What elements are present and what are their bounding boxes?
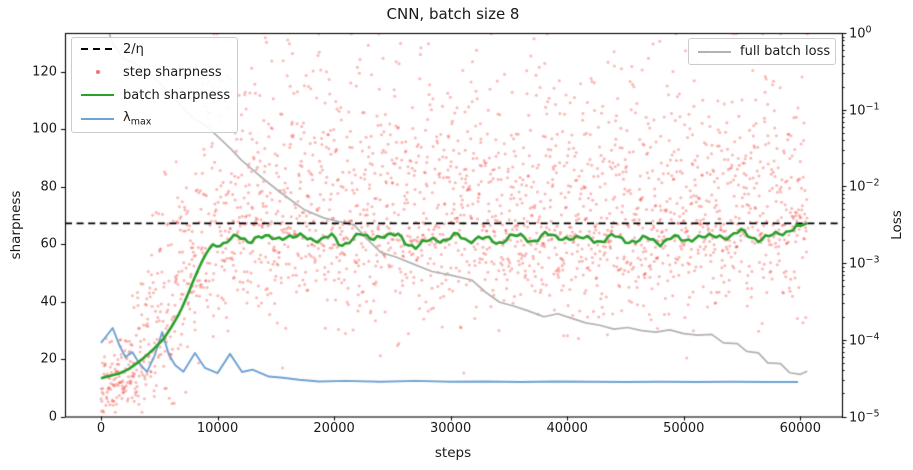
- chart-title: CNN, batch size 8: [386, 5, 520, 23]
- y-left-tick-label: 40: [40, 294, 57, 310]
- y-right-tick-label: 10−2: [849, 177, 880, 196]
- y-right-tick-label: 100: [849, 24, 872, 42]
- y-left-tick-label: 80: [40, 179, 57, 195]
- legend-label: full batch loss: [740, 44, 831, 59]
- dashed-line-sample: [81, 48, 114, 51]
- legend-label: 2/η: [123, 41, 144, 57]
- y-left-tick-label: 120: [32, 64, 57, 80]
- gray-line-sample: [698, 50, 731, 53]
- y-axis-label-right: Loss: [889, 210, 905, 240]
- legend-right: full batch loss: [688, 38, 836, 65]
- y-left-tick-label: 100: [32, 121, 57, 137]
- y-left-tick-label: 20: [40, 351, 57, 367]
- legend-label: batch sharpness: [123, 87, 231, 103]
- legend-item-lambda-max: λmax: [72, 110, 237, 128]
- x-tick-label: 40000: [546, 421, 588, 436]
- legend-label: step sharpness: [123, 64, 222, 80]
- x-axis-label: steps: [434, 445, 472, 461]
- legend-item-step-sharpness: step sharpness: [72, 65, 237, 80]
- x-tick-label: 20000: [313, 421, 355, 436]
- legend-label: λmax: [123, 110, 152, 129]
- x-tick-label: 50000: [663, 421, 705, 436]
- legend-item-two-over-eta: 2/η: [72, 42, 237, 57]
- x-tick-label: 0: [96, 421, 106, 436]
- y-right-tick-label: 10−5: [849, 407, 880, 426]
- x-tick-label: 60000: [779, 421, 821, 436]
- blue-line-sample: [81, 118, 114, 121]
- legend-item-full-batch-loss: full batch loss: [689, 44, 835, 59]
- x-tick-label: 10000: [196, 421, 239, 436]
- green-line-sample: [81, 94, 114, 97]
- y-right-tick-label: 10−1: [849, 101, 880, 119]
- scatter-dot-sample: [81, 70, 114, 75]
- y-left-tick-label: 0: [48, 409, 57, 424]
- legend-left: 2/η step sharpness batch sharpness λmax: [71, 37, 238, 133]
- y-axis-label-left: sharpness: [8, 190, 24, 260]
- x-tick-label: 30000: [429, 421, 472, 436]
- y-left-tick-label: 60: [40, 236, 57, 252]
- y-right-tick-label: 10−4: [849, 331, 880, 349]
- y-right-tick-label: 10−3: [849, 254, 880, 272]
- legend-item-batch-sharpness: batch sharpness: [72, 88, 237, 103]
